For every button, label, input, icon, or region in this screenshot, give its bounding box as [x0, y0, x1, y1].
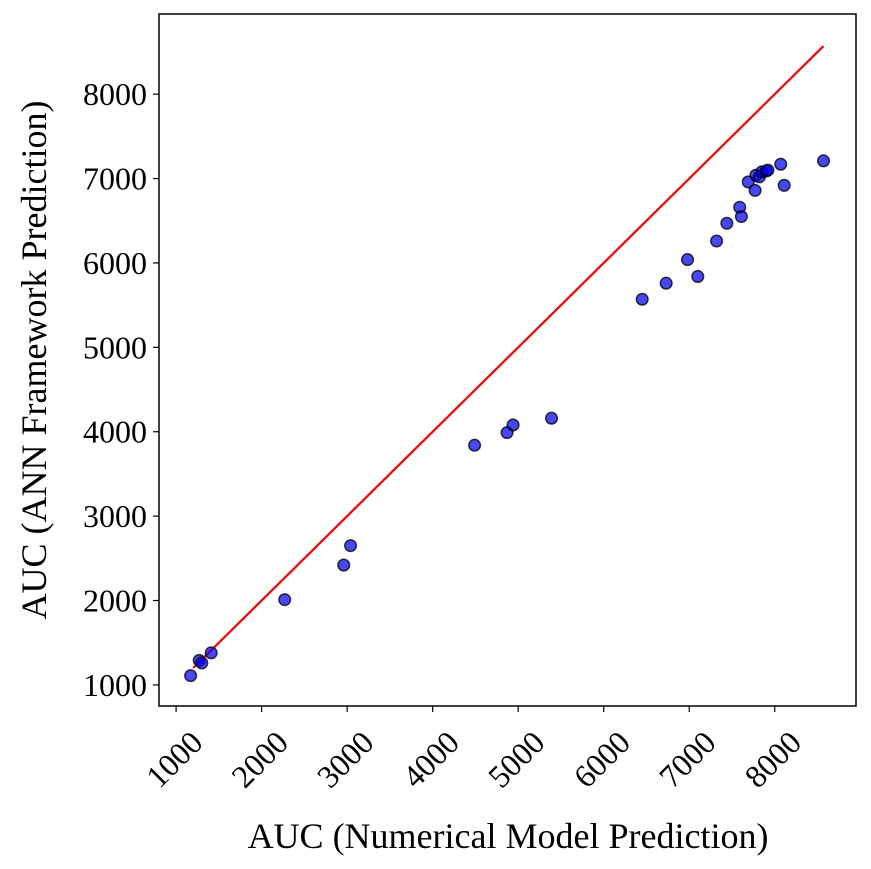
- y-tick-label: 2000: [83, 583, 147, 619]
- x-tick-label: 1000: [139, 724, 210, 795]
- x-tick-label: 2000: [224, 724, 295, 795]
- data-point: [195, 656, 209, 670]
- x-axis-title: AUC (Numerical Model Prediction): [248, 816, 769, 856]
- x-tick-label: 4000: [395, 724, 466, 795]
- x-tick-label: 6000: [566, 724, 637, 795]
- data-point: [720, 216, 734, 230]
- data-point: [710, 234, 724, 248]
- data-point: [635, 292, 649, 306]
- plot-area: [184, 45, 831, 683]
- y-tick-label: 4000: [83, 414, 147, 450]
- reference-line: [192, 45, 825, 669]
- data-point: [748, 183, 762, 197]
- x-tick-label: 5000: [481, 724, 552, 795]
- data-point: [774, 157, 788, 171]
- data-point: [468, 438, 482, 452]
- data-point: [659, 276, 673, 290]
- x-tick-label: 3000: [310, 724, 381, 795]
- data-point: [204, 646, 218, 660]
- plot-frame: [158, 13, 857, 707]
- y-tick-label: 1000: [83, 667, 147, 703]
- y-tick-label: 5000: [83, 329, 147, 365]
- y-axis-title: AUC (ANN Framework Prediction): [14, 101, 54, 620]
- x-axis-ticks: 1000 2000 3000 4000 5000 6000 7000 8000: [139, 706, 808, 795]
- x-tick-label: 8000: [737, 724, 808, 795]
- data-point: [344, 539, 358, 553]
- y-tick-label: 6000: [83, 245, 147, 281]
- data-point: [184, 669, 198, 683]
- data-point: [691, 269, 705, 284]
- data-point: [337, 558, 351, 572]
- y-tick-label: 7000: [83, 161, 147, 197]
- data-point: [761, 163, 775, 177]
- y-tick-label: 8000: [83, 76, 147, 112]
- data-point: [506, 418, 520, 432]
- data-point: [734, 209, 748, 224]
- y-tick-label: 3000: [83, 498, 147, 534]
- data-point: [777, 178, 791, 192]
- data-point: [680, 253, 695, 267]
- x-tick-label: 7000: [652, 724, 723, 795]
- data-point: [816, 154, 831, 168]
- data-point: [278, 593, 292, 607]
- data-point: [544, 411, 559, 425]
- y-axis-ticks: 1000 2000 3000 4000 5000 6000 7000 8000: [83, 76, 159, 703]
